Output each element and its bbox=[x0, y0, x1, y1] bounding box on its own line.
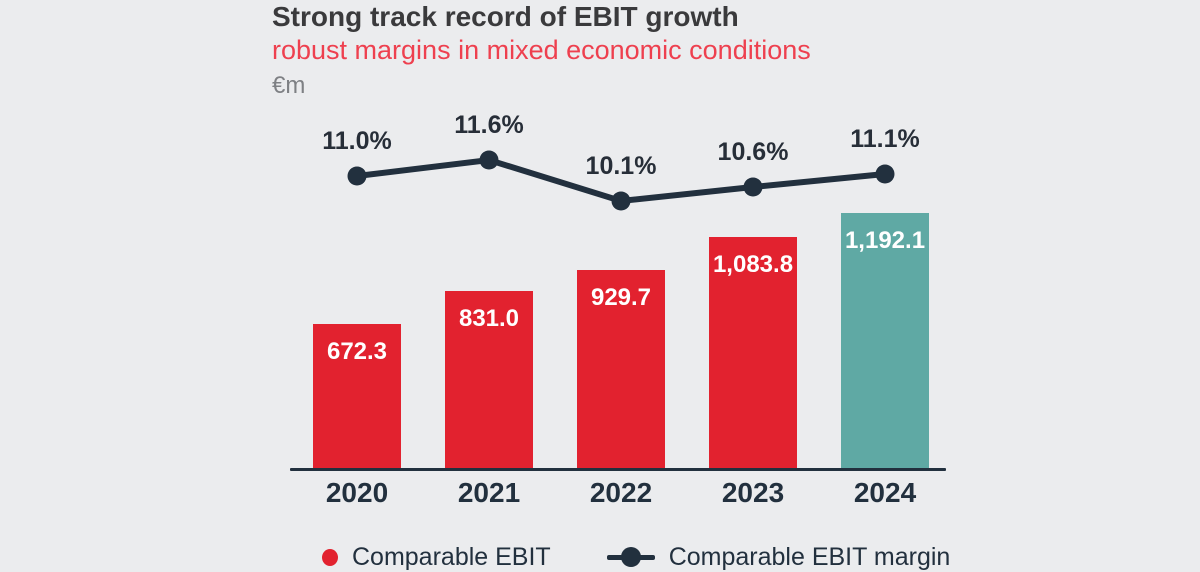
ebit-bar-2024 bbox=[841, 213, 929, 468]
margin-point-2023 bbox=[743, 177, 763, 197]
ebit-value-label-2020: 672.3 bbox=[326, 338, 388, 365]
x-tick-2023: 2023 bbox=[721, 477, 785, 508]
chart-title: Strong track record of EBIT growth bbox=[272, 1, 739, 32]
ebit-bar-2020 bbox=[313, 324, 401, 468]
ebit-bar-2022 bbox=[577, 270, 665, 468]
margin-label-2022: 10.1% bbox=[585, 152, 657, 180]
x-tick-2020: 2020 bbox=[325, 477, 389, 508]
chart-header: Strong track record of EBIT growth robus… bbox=[272, 0, 811, 99]
legend-item-comparable-ebit: Comparable EBIT bbox=[322, 543, 551, 571]
margin-point-2024 bbox=[875, 164, 895, 184]
legend-line-marker-icon bbox=[606, 547, 655, 567]
ebit-value-label-2022: 929.7 bbox=[590, 284, 652, 311]
margin-point-2021 bbox=[479, 150, 499, 170]
ebit-bar-2023 bbox=[709, 237, 797, 468]
margin-label-2024: 11.1% bbox=[850, 125, 920, 153]
margin-point-2020 bbox=[347, 166, 367, 186]
margin-point-2022 bbox=[611, 191, 631, 211]
legend-label-comparable-ebit: Comparable EBIT bbox=[352, 543, 551, 571]
margin-label-2023: 10.6% bbox=[717, 138, 789, 166]
legend-label-comparable-ebit-margin: Comparable EBIT margin bbox=[668, 543, 951, 571]
axis-unit-label: €m bbox=[272, 72, 306, 99]
ebit-value-label-2024: 1,192.1 bbox=[844, 227, 926, 254]
chart-subtitle: robust margins in mixed economic conditi… bbox=[272, 35, 811, 65]
x-tick-2022: 2022 bbox=[589, 477, 653, 508]
ebit-bar-2021 bbox=[445, 291, 533, 468]
x-axis-line bbox=[290, 468, 946, 471]
chart-legend: Comparable EBIT Comparable EBIT margin bbox=[322, 543, 950, 571]
legend-bar-swatch-icon bbox=[322, 548, 338, 566]
x-tick-2024: 2024 bbox=[853, 477, 917, 508]
ebit-value-label-2021: 831.0 bbox=[458, 305, 520, 332]
x-tick-2021: 2021 bbox=[457, 477, 521, 508]
legend-item-comparable-ebit-margin: Comparable EBIT margin bbox=[606, 543, 951, 571]
ebit-value-label-2023: 1,083.8 bbox=[712, 251, 794, 278]
margin-label-2021: 11.6% bbox=[454, 111, 524, 139]
margin-label-2020: 11.0% bbox=[322, 127, 392, 155]
